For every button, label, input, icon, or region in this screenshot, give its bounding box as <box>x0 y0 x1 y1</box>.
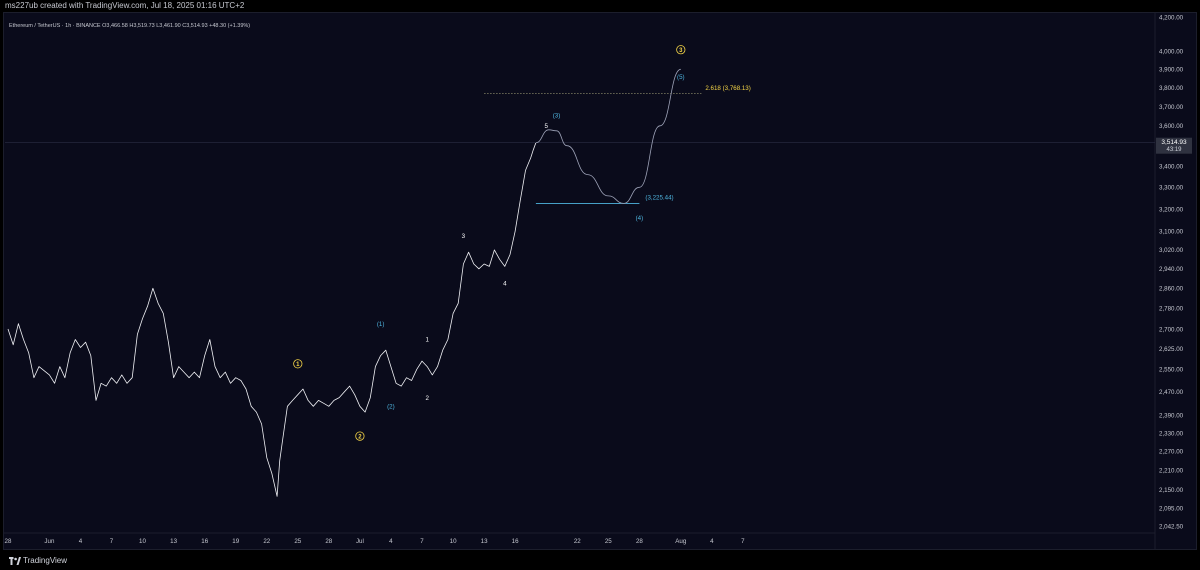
price-tick-label: 4,000.00 <box>1159 49 1184 56</box>
price-tick-label: 3,200.00 <box>1159 206 1184 213</box>
price-tick-label: 2,470.00 <box>1159 389 1184 396</box>
price-tick-label: 2,270.00 <box>1159 449 1184 456</box>
time-tick-label: 22 <box>574 538 581 545</box>
price-tick-label: 3,020.00 <box>1159 247 1184 254</box>
price-tick-label: 2,095.00 <box>1159 505 1184 512</box>
price-tick-label: 3,600.00 <box>1159 123 1184 130</box>
time-tick-label: 4 <box>79 538 83 545</box>
price-tick-label: 2,210.00 <box>1159 468 1184 475</box>
bar-countdown: 43:19 <box>1166 147 1182 153</box>
time-tick-label: 7 <box>420 538 424 545</box>
price-tick-label: 2,330.00 <box>1159 430 1184 437</box>
drawings-layer: 2.618 (3,768.13) (3,225.44) <box>484 68 751 204</box>
price-tick-label: 2,625.00 <box>1159 346 1184 353</box>
time-tick-label: 28 <box>636 538 643 545</box>
time-axis[interactable]: 28 Jun 4 7 10 13 16 19 22 25 28 Jul 4 7 10 13 16 22 25 28 Au… <box>3 532 1155 545</box>
time-tick-label: 28 <box>325 538 332 545</box>
wave-label: 3 <box>462 233 466 240</box>
time-tick-label: 25 <box>605 538 612 545</box>
time-tick-label: 22 <box>263 538 270 545</box>
price-tick-label: 3,300.00 <box>1159 185 1184 192</box>
time-tick-label: Jun <box>44 538 55 545</box>
wave-label: (1) <box>377 321 385 328</box>
time-tick-label: 13 <box>170 538 177 545</box>
price-tick-label: 3,100.00 <box>1159 229 1184 236</box>
time-tick-label: 28 <box>5 538 12 545</box>
major-wave-circle <box>676 45 686 55</box>
price-tick-label: 4,200.00 <box>1159 14 1184 21</box>
price-tick-label: 2,940.00 <box>1159 266 1184 273</box>
major-wave-circle <box>355 431 365 441</box>
wave-label: 1 <box>296 362 300 368</box>
current-price-value: 3,514.93 <box>1161 139 1187 146</box>
time-tick-label: 4 <box>389 538 393 545</box>
bottom-bar: TradingView <box>0 552 1200 570</box>
wave-label: 5 <box>544 123 548 130</box>
time-tick-label: 7 <box>110 538 114 545</box>
time-tick-label: Aug <box>675 538 687 545</box>
wave-label: (3) <box>553 112 561 119</box>
wave-label: 1 <box>425 337 429 344</box>
tradingview-brand: TradingView <box>23 556 68 565</box>
wave-label: 2 <box>425 395 429 402</box>
price-tick-label: 2,042.50 <box>1159 523 1184 530</box>
time-tick-label: 4 <box>710 538 714 545</box>
symbol-legend: Ethereum / TetherUS · 1h · BINANCE O3,46… <box>9 23 250 29</box>
time-tick-label: 19 <box>232 538 239 545</box>
time-tick-label: 7 <box>741 538 745 545</box>
time-tick-label: 16 <box>201 538 208 545</box>
price-tick-label: 2,150.00 <box>1159 487 1184 494</box>
attribution-text: ms227ub created with TradingView.com, Ju… <box>5 1 245 10</box>
wave-label: 4 <box>503 281 507 288</box>
price-tick-label: 2,550.00 <box>1159 367 1184 374</box>
price-tick-label: 2,700.00 <box>1159 326 1184 333</box>
projection-path <box>535 68 681 204</box>
current-price-badge: 3,514.93 43:19 <box>1156 137 1192 154</box>
time-tick-label: 16 <box>512 538 519 545</box>
wave-label: 2 <box>358 434 362 440</box>
wave4-target-label: (3,225.44) <box>645 194 673 201</box>
price-tick-label: 2,860.00 <box>1159 286 1184 293</box>
wave-label: 3 <box>679 48 683 54</box>
price-tick-label: 3,400.00 <box>1159 164 1184 171</box>
time-tick-label: 13 <box>481 538 488 545</box>
fib-extension-label: 2.618 (3,768.13) <box>705 85 750 92</box>
wave-labels-layer: 3 (5) (3) 5 (4) 3 4 (1) 1 1 2 (2) 2 <box>293 45 686 441</box>
price-tick-label: 3,900.00 <box>1159 67 1184 74</box>
price-tick-label: 3,800.00 <box>1159 85 1184 92</box>
price-tick-label: 2,390.00 <box>1159 412 1184 419</box>
major-wave-circle <box>293 359 303 369</box>
tradingview-logo-icon <box>9 557 21 565</box>
price-tick-label: 2,780.00 <box>1159 306 1184 313</box>
chart-panel[interactable] <box>3 12 1197 550</box>
price-series-line <box>7 142 537 497</box>
wave-label: (4) <box>636 215 644 222</box>
wave-label: (2) <box>387 404 395 411</box>
top-attribution-bar: ms227ub created with TradingView.com, Ju… <box>0 0 1200 12</box>
price-tick-label: 3,700.00 <box>1159 104 1184 111</box>
time-tick-label: Jul <box>356 538 364 545</box>
time-tick-label: 10 <box>450 538 457 545</box>
wave-label: (5) <box>677 74 685 81</box>
time-tick-label: 25 <box>294 538 301 545</box>
price-axis[interactable]: 4,200.00 4,000.00 3,900.00 3,800.00 3,700.00… <box>1154 12 1184 550</box>
time-tick-label: 10 <box>139 538 146 545</box>
